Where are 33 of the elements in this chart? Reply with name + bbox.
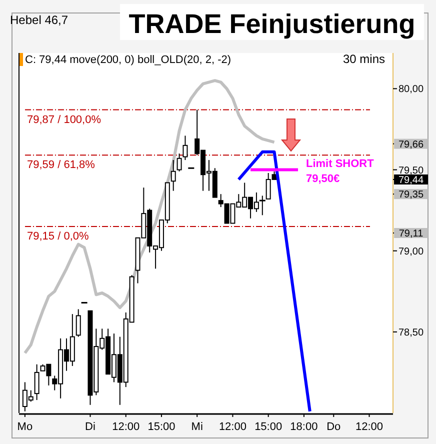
y-tick-label: 79,11 <box>398 228 424 240</box>
text: Hebel 46,7 <box>10 13 68 27</box>
x-tick-label: 12:00 <box>218 421 246 433</box>
ref-line-label: 79,15 / 0,0% <box>27 230 89 243</box>
ref-line-label: 79,59 / 61,8% <box>27 159 96 172</box>
y-tick-label: 79,50 <box>398 165 424 176</box>
x-tick-label: Do <box>326 421 341 433</box>
candlestick <box>176 153 182 172</box>
candlestick <box>34 364 40 401</box>
x-tick-label: Di <box>85 421 96 433</box>
x-tick-label: Mi <box>191 421 203 433</box>
x-tick-label: 15:00 <box>254 421 282 433</box>
candlestick <box>76 308 81 338</box>
y-tick-label: 79,35 <box>398 190 424 201</box>
candlestick <box>170 160 176 192</box>
y-tick-label: 79,44 <box>398 174 424 186</box>
x-tick-label: Mo <box>17 421 33 433</box>
y-tick-label: 80,00 <box>398 84 424 96</box>
chart-subtitle: C: 79,44 move(200, 0) boll_OLD(20, 2, -2) <box>25 54 232 66</box>
line-series <box>23 79 276 354</box>
x-tick-label: 18:00 <box>290 421 318 433</box>
ref-line-label: 79,87 / 100,0% <box>27 114 102 126</box>
y-tick-label: 78,50 <box>398 327 424 338</box>
y-tick-label: 79,66 <box>398 139 424 150</box>
x-tick-label: 12:00 <box>112 421 140 433</box>
y-tick-label: 79,00 <box>398 246 424 258</box>
annotation: 30 mins <box>342 52 385 66</box>
annotation: Limit SHORT <box>306 158 374 170</box>
x-tick-label: 12:00 <box>355 421 384 433</box>
candlestick <box>182 135 188 161</box>
chart-title: TRADE Feinjustierung <box>128 9 416 39</box>
x-tick-label: 15:00 <box>148 421 176 433</box>
annotation: 79,50€ <box>306 173 340 185</box>
